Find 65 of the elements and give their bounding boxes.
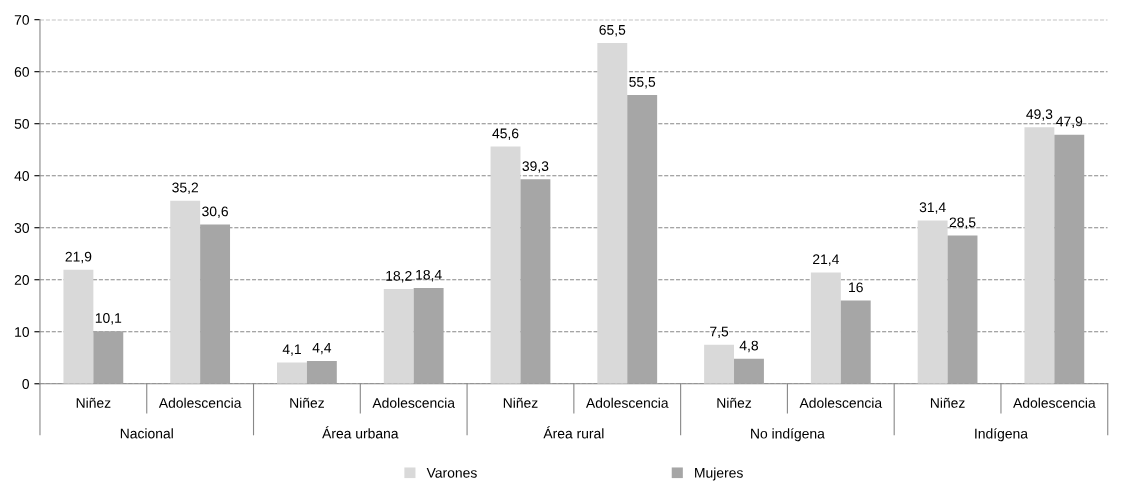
data-label: 30,6	[202, 206, 228, 218]
legend-label: Mujeres	[695, 467, 743, 481]
y-tick-label: 60	[14, 67, 30, 77]
data-label: 4,8	[739, 340, 759, 353]
bar	[200, 224, 231, 384]
bar	[1054, 134, 1085, 384]
y-tick-label: 70	[14, 15, 30, 25]
bar	[413, 288, 444, 384]
data-label: 18,2	[386, 270, 412, 283]
x-tick-label: Niñez	[930, 397, 965, 408]
x-tick-label: Adolescencia	[585, 397, 669, 408]
data-label: 47,9	[1056, 116, 1083, 128]
y-tick-label: 10	[15, 327, 30, 337]
bar	[93, 331, 124, 384]
text: Nacional	[120, 428, 173, 439]
x-tick-label: Adolescencia	[799, 397, 883, 408]
x-tick-label: Niñez	[717, 397, 752, 408]
bar	[383, 289, 414, 384]
data-label: 35,2	[172, 182, 199, 195]
bar	[917, 220, 948, 384]
y-tick-label: 0	[22, 379, 30, 389]
bar	[810, 272, 841, 384]
bar	[734, 358, 764, 384]
text: No indígena	[751, 428, 825, 442]
data-label: 28,5	[949, 217, 976, 229]
x-tick-label: Adolescencia	[1013, 397, 1096, 408]
x-tick-label: Niñez	[503, 397, 538, 408]
data-label: 65,5	[599, 24, 626, 37]
bar	[520, 179, 551, 384]
data-label: 4,1	[282, 344, 301, 356]
data-label: 18,4	[416, 269, 442, 282]
bar	[597, 43, 628, 384]
bar	[704, 344, 735, 384]
data-label: 55,5	[629, 77, 656, 89]
data-label: 45,6	[492, 128, 519, 140]
text: Área urbana	[322, 426, 399, 439]
x-tick-label: Adolescencia	[158, 397, 242, 408]
bar	[63, 269, 94, 384]
x-tick-label: Niñez	[290, 397, 324, 408]
bar	[627, 95, 658, 384]
data-label: 21,4	[813, 254, 839, 266]
bar	[840, 300, 871, 384]
legend-label: Varones	[426, 468, 477, 478]
y-tick-label: 50	[14, 119, 30, 129]
data-label: 31,4	[919, 202, 946, 214]
y-tick-label: 40	[14, 171, 30, 181]
data-label: 10,1	[95, 313, 122, 325]
y-tick-label: 30	[14, 223, 30, 233]
bar	[170, 200, 201, 384]
data-label: 49,3	[1026, 109, 1053, 121]
data-label: 21,9	[65, 251, 92, 264]
data-label: 39,3	[522, 161, 549, 173]
data-label: 16	[849, 282, 863, 293]
bar	[1024, 127, 1055, 384]
data-label: 7,5	[710, 326, 729, 339]
x-tick-label: Adolescencia	[372, 397, 455, 408]
bar	[277, 362, 307, 384]
bar	[306, 360, 337, 384]
text: Área rural	[543, 426, 604, 439]
bar	[947, 235, 978, 384]
bar	[490, 146, 521, 384]
text: Indígena	[975, 428, 1028, 442]
data-label: 4,4	[312, 342, 332, 355]
x-tick-label: Niñez	[76, 397, 111, 408]
y-tick-label: 20	[14, 275, 30, 285]
